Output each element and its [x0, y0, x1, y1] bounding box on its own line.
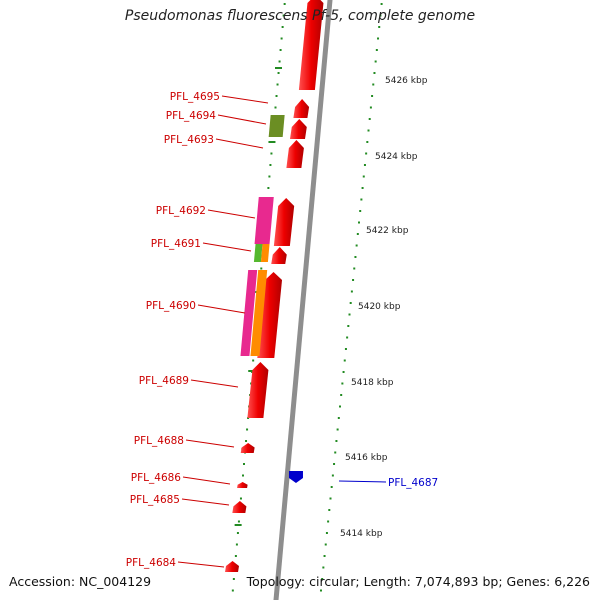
domain-bar-olive: [268, 115, 285, 137]
scale-label: 5416 kbp: [345, 453, 388, 463]
label-leader-line: [207, 209, 256, 219]
gene-label: PFL_4691: [151, 238, 201, 250]
accession-text: Accession: NC_004129: [9, 574, 152, 589]
gene-features: [225, 0, 324, 572]
gene-label: PFL_4695: [170, 91, 220, 103]
gene-arrow-pfl-4694: [289, 119, 307, 139]
label-leader-line: [182, 476, 231, 485]
gene-arrow-pfl-4691: [271, 247, 287, 264]
label-leader-line: [177, 561, 225, 568]
gene-label: PFL_4687: [388, 477, 438, 489]
gene-arrow-pfl-4684: [225, 561, 240, 572]
gene-label: PFL_4690: [146, 300, 196, 312]
gene-label: PFL_4685: [130, 494, 180, 506]
gene-arrow-pfl-4692: [273, 198, 295, 246]
gene-arrow-pfl-4689: [247, 362, 269, 418]
backbone-line: [273, 0, 333, 605]
scale-label: 5422 kbp: [366, 226, 409, 236]
label-leaders: [177, 95, 387, 568]
domain-bar-orange-long: [250, 270, 268, 356]
domain-bar-orange: [260, 244, 270, 262]
gene-arrow-pfl-4686: [237, 482, 248, 488]
scale-label: 5424 kbp: [375, 152, 418, 162]
label-leader-line: [217, 114, 267, 125]
gene-label: PFL_4686: [131, 472, 182, 484]
topology-text: Topology: circular; Length: 7,074,893 bp…: [246, 574, 590, 589]
domain-bar-magenta-top: [254, 197, 274, 244]
backbone: [273, 0, 333, 605]
gene-label: PFL_4693: [164, 134, 214, 146]
label-leader-line: [221, 95, 269, 104]
scale-label: 5420 kbp: [358, 302, 401, 312]
label-leader-line: [202, 242, 252, 252]
label-leader-line: [215, 138, 264, 149]
label-leader-line: [185, 439, 235, 448]
scale-label: 5418 kbp: [351, 378, 394, 388]
genome-title: Pseudomonas fluorescens Pf-5, complete g…: [124, 8, 476, 24]
domain-bar-green: [253, 244, 263, 262]
gene-label: PFL_4684: [126, 557, 177, 569]
scale-label: 5426 kbp: [385, 76, 428, 86]
gene-arrow-pfl-4695: [293, 99, 310, 118]
gene-label: PFL_4689: [139, 375, 189, 387]
label-leader-line: [197, 304, 246, 314]
domain-bar-magenta-long: [240, 270, 258, 356]
label-leader-line: [338, 480, 387, 483]
gene-label: PFL_4692: [156, 205, 206, 217]
scale-label: 5414 kbp: [340, 529, 383, 539]
label-leader-line: [181, 498, 230, 506]
label-leader-line: [190, 379, 239, 388]
gene-label: PFL_4694: [166, 110, 217, 122]
gene-arrow-pfl-4693: [286, 140, 304, 168]
gene-arrow-pfl-4696: [298, 0, 324, 90]
gene-arrow-pfl-4688: [240, 443, 255, 453]
gene-arrow-pfl-4687: [288, 471, 303, 483]
scale-labels: 5426 kbp 5424 kbp 5422 kbp 5420 kbp 5418 kbp…: [340, 76, 428, 539]
gene-arrow-pfl-4685: [232, 501, 247, 513]
gene-labels: PFL_4695 PFL_4694 PFL_4693 PFL_4692 PFL_4691…: [126, 91, 438, 569]
gene-label: PFL_4688: [134, 435, 184, 447]
gene-arrow-pfl-4690: [257, 272, 283, 358]
